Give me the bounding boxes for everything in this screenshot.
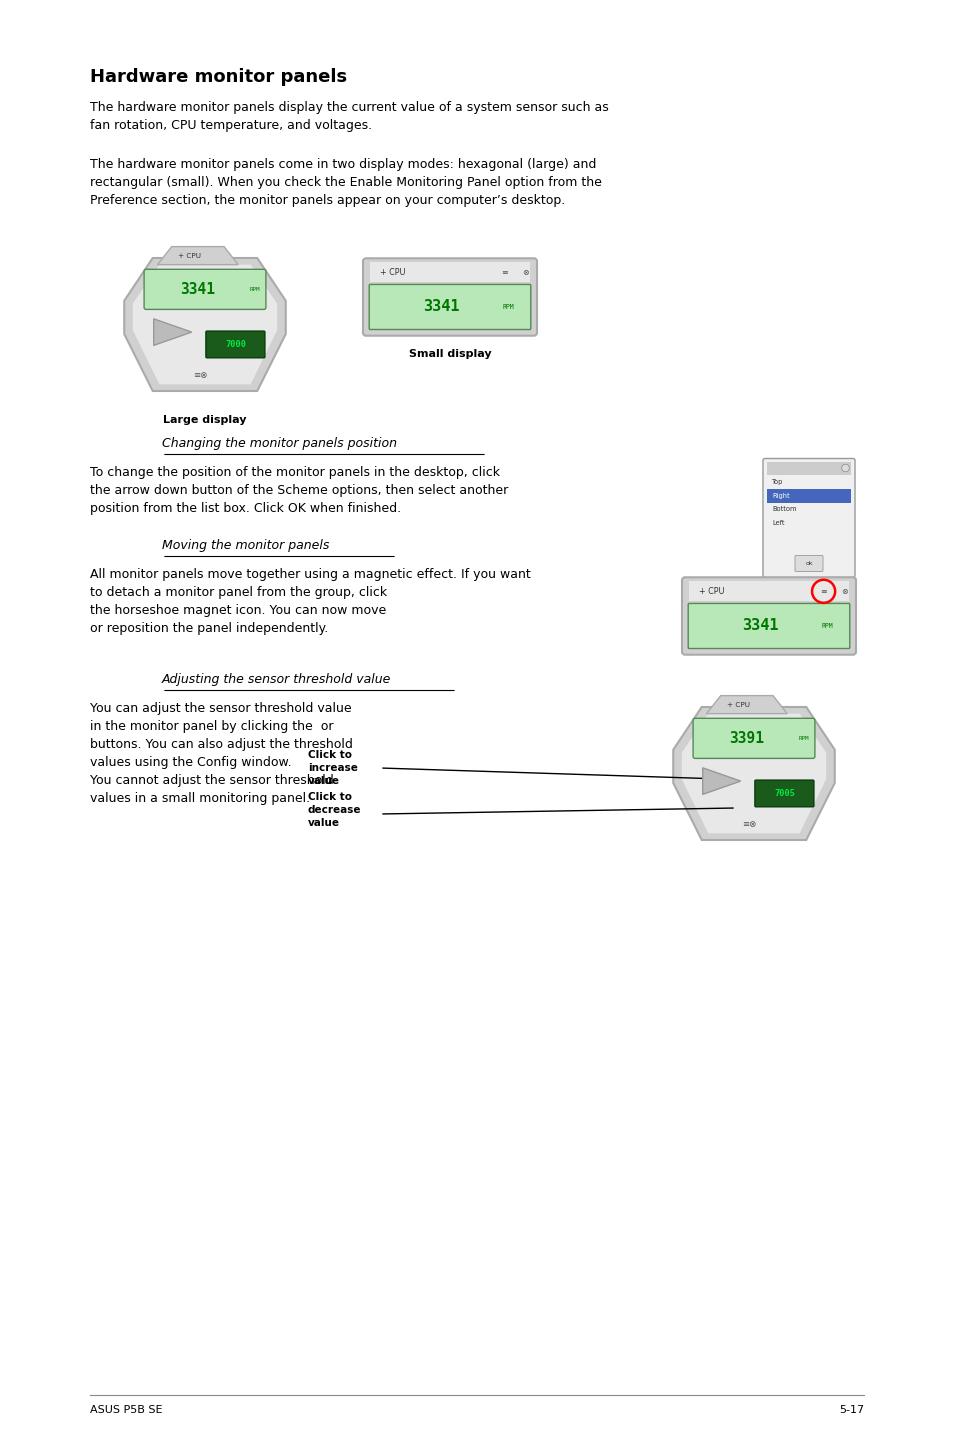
Text: Click to
increase
value: Click to increase value xyxy=(308,751,357,785)
Text: RPM: RPM xyxy=(249,286,259,292)
FancyBboxPatch shape xyxy=(363,259,537,335)
Text: RPM: RPM xyxy=(502,303,514,311)
Polygon shape xyxy=(681,713,825,834)
Text: Bottom: Bottom xyxy=(771,506,796,512)
Text: + CPU: + CPU xyxy=(698,587,723,595)
Text: To change the position of the monitor panels in the desktop, click
the arrow dow: To change the position of the monitor pa… xyxy=(90,466,508,515)
Text: Right: Right xyxy=(771,493,789,499)
Polygon shape xyxy=(706,696,786,713)
FancyBboxPatch shape xyxy=(144,269,266,309)
FancyBboxPatch shape xyxy=(794,555,822,571)
Text: Top: Top xyxy=(771,479,782,485)
Text: ≡⊗: ≡⊗ xyxy=(741,820,756,830)
Text: RPM: RPM xyxy=(821,623,833,628)
FancyBboxPatch shape xyxy=(681,577,855,654)
Text: Large display: Large display xyxy=(163,416,247,426)
Text: RPM: RPM xyxy=(798,736,808,741)
FancyBboxPatch shape xyxy=(766,462,850,475)
FancyBboxPatch shape xyxy=(369,285,530,329)
Polygon shape xyxy=(132,265,277,384)
Text: Changing the monitor panels position: Changing the monitor panels position xyxy=(162,437,396,450)
Polygon shape xyxy=(702,768,740,794)
Text: Moving the monitor panels: Moving the monitor panels xyxy=(162,539,329,552)
Text: ≡⊗: ≡⊗ xyxy=(193,371,208,380)
Text: ASUS P5B SE: ASUS P5B SE xyxy=(90,1405,162,1415)
Text: ⊗: ⊗ xyxy=(521,267,528,278)
Text: Adjusting the sensor threshold value: Adjusting the sensor threshold value xyxy=(162,673,391,686)
Text: The hardware monitor panels display the current value of a system sensor such as: The hardware monitor panels display the … xyxy=(90,101,608,132)
Text: ok: ok xyxy=(804,561,812,567)
Text: ⊗: ⊗ xyxy=(841,587,847,595)
FancyBboxPatch shape xyxy=(370,262,529,282)
Text: The hardware monitor panels come in two display modes: hexagonal (large) and
rec: The hardware monitor panels come in two … xyxy=(90,158,601,207)
Text: You cannot adjust the sensor threshold
values in a small monitoring panel.: You cannot adjust the sensor threshold v… xyxy=(90,774,334,805)
Text: Click to
decrease
value: Click to decrease value xyxy=(308,792,361,828)
FancyBboxPatch shape xyxy=(693,719,814,758)
FancyBboxPatch shape xyxy=(766,489,850,502)
Text: 3341: 3341 xyxy=(180,282,214,296)
Text: + CPU: + CPU xyxy=(379,267,405,278)
FancyBboxPatch shape xyxy=(754,779,813,807)
FancyBboxPatch shape xyxy=(206,331,265,358)
Circle shape xyxy=(841,464,848,472)
Text: Left: Left xyxy=(771,519,783,526)
Text: + CPU: + CPU xyxy=(178,253,201,259)
Text: 3391: 3391 xyxy=(728,731,763,746)
Text: All monitor panels move together using a magnetic effect. If you want
to detach : All monitor panels move together using a… xyxy=(90,568,530,636)
FancyBboxPatch shape xyxy=(687,604,849,649)
Text: 3341: 3341 xyxy=(741,618,778,634)
Text: 7000: 7000 xyxy=(225,339,246,349)
Text: Small display: Small display xyxy=(408,349,491,360)
Polygon shape xyxy=(124,257,286,391)
FancyBboxPatch shape xyxy=(762,459,854,578)
Text: + CPU: + CPU xyxy=(726,702,750,707)
Text: 7005: 7005 xyxy=(773,789,794,798)
Text: Hardware monitor panels: Hardware monitor panels xyxy=(90,68,347,86)
Text: ≡: ≡ xyxy=(500,267,507,278)
Polygon shape xyxy=(153,319,192,345)
Text: You can adjust the sensor threshold value
in the monitor panel by clicking the  : You can adjust the sensor threshold valu… xyxy=(90,702,353,769)
Polygon shape xyxy=(673,707,834,840)
Polygon shape xyxy=(157,246,238,265)
FancyBboxPatch shape xyxy=(688,581,848,601)
Text: 5-17: 5-17 xyxy=(838,1405,863,1415)
Text: ≡: ≡ xyxy=(820,587,826,595)
Text: 3341: 3341 xyxy=(423,299,459,315)
